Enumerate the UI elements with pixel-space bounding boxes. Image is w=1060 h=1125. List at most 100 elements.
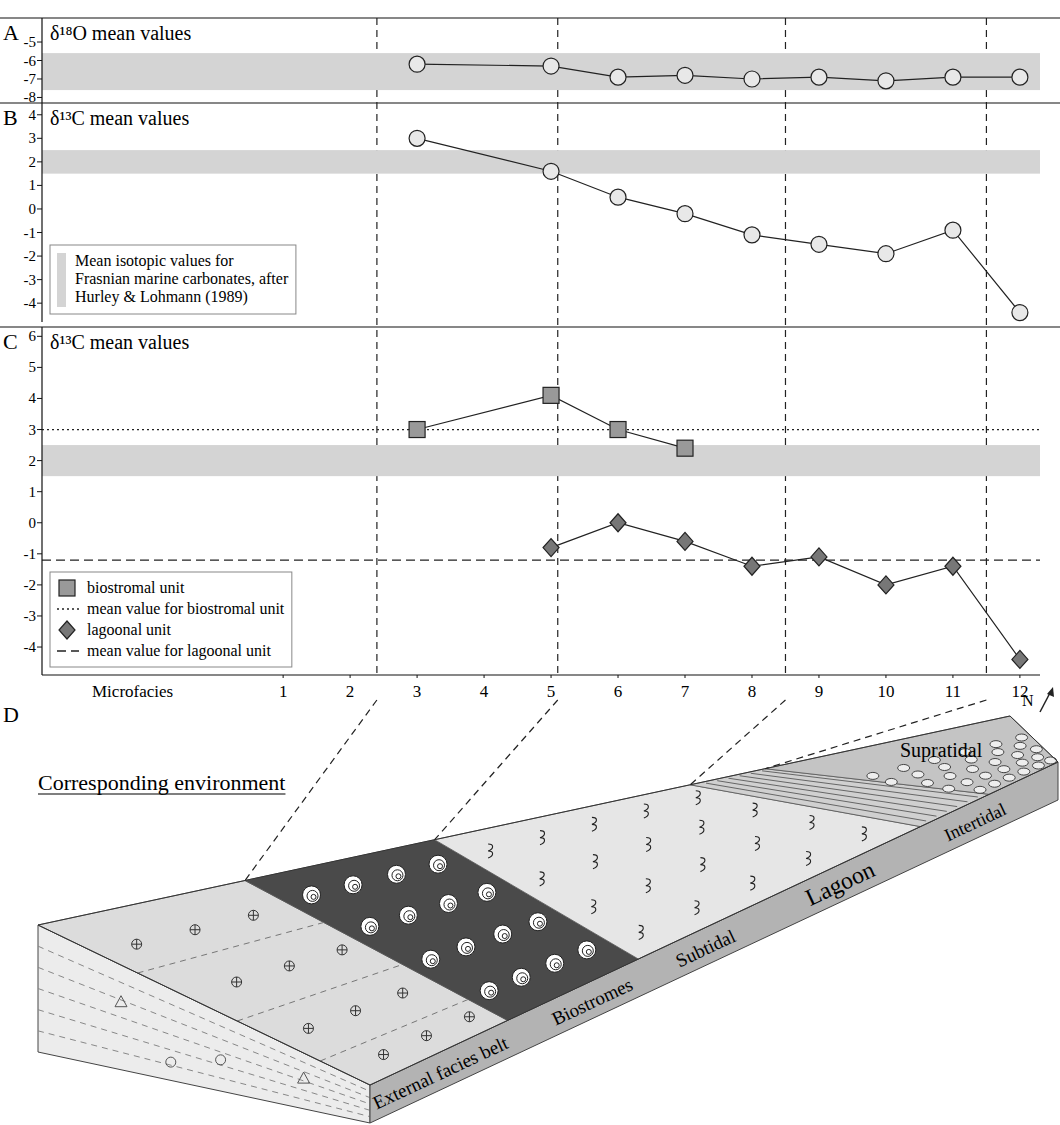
tidal-lamina	[762, 771, 978, 797]
crinoid	[351, 1006, 361, 1016]
stromatoporoid-ring	[533, 917, 544, 928]
burrow	[862, 827, 867, 841]
burrow	[700, 858, 705, 872]
y-tick	[37, 584, 42, 585]
stromatoporoid	[344, 876, 362, 894]
y-tick	[37, 256, 42, 257]
panel-title: δ¹⁸O mean values	[50, 22, 191, 44]
data-point	[811, 548, 827, 566]
burrow	[646, 879, 651, 893]
x-tick	[618, 675, 619, 678]
external-bedding	[320, 999, 468, 1061]
burrow	[646, 837, 651, 851]
pebble	[990, 741, 1002, 748]
burrow	[750, 876, 755, 890]
facies-boundary	[435, 18, 558, 840]
legend-line-sample	[57, 608, 79, 609]
stromatoporoid-ring	[517, 973, 528, 984]
y-tick-label: -3	[24, 272, 37, 288]
y-tick-label: -4	[24, 295, 37, 311]
front-face	[370, 762, 1058, 1123]
pebble	[912, 771, 924, 778]
stromatoporoid-ring	[448, 903, 453, 908]
panel-separator	[0, 102, 1060, 103]
y-tick-label: 0	[29, 515, 37, 531]
y-tick-label: 2	[29, 154, 37, 170]
reference-band	[42, 53, 1040, 90]
panel-separator	[0, 17, 1060, 18]
y-tick	[37, 303, 42, 304]
zone-label: Intertidal	[941, 799, 1009, 845]
stromatoporoid	[529, 913, 547, 931]
crinoid	[421, 1031, 431, 1041]
data-point	[811, 236, 827, 252]
x-tick-label: 12	[1011, 682, 1028, 701]
legend-content: biostromal unitmean value for biostromal…	[57, 579, 285, 660]
stromatoporoid-ring	[438, 864, 443, 869]
y-tick	[37, 185, 42, 186]
pebble	[967, 766, 979, 773]
data-point	[610, 69, 626, 85]
x-tick-label: 2	[346, 682, 355, 701]
legend-box	[50, 245, 296, 314]
data-point	[677, 67, 693, 83]
data-point	[610, 422, 626, 438]
stromatoporoid-ring	[392, 870, 403, 881]
y-tick-label: -2	[24, 248, 37, 264]
data-point	[409, 56, 425, 72]
data-point	[878, 576, 894, 594]
series-line	[417, 138, 1020, 312]
y-tick	[37, 97, 42, 98]
stromatoporoid-ring	[554, 963, 559, 968]
stromatoporoid-ring	[485, 986, 496, 997]
zone-label: Lagoon	[801, 856, 878, 911]
external-bedding	[138, 922, 324, 973]
x-tick	[283, 675, 284, 678]
y-tick	[37, 491, 42, 492]
burrow	[806, 852, 811, 866]
legend: biostromal unitmean value for biostromal…	[50, 572, 292, 667]
panel-letter: C	[3, 329, 18, 354]
stromatoporoid	[429, 855, 447, 873]
data-point	[610, 514, 626, 532]
title-underline	[38, 793, 285, 794]
y-tick-label: -6	[24, 53, 37, 69]
data-point	[945, 222, 961, 238]
crinoid	[379, 1050, 389, 1060]
facies-boundary	[690, 18, 785, 785]
legend-swatch	[57, 253, 66, 307]
external-bedding	[237, 964, 402, 1021]
pebble	[961, 779, 973, 786]
legend-label: biostromal unit	[87, 579, 185, 596]
y-tick-label: 3	[29, 422, 37, 438]
pebble	[1018, 768, 1030, 775]
y-tick-label: 2	[29, 453, 37, 469]
panel-letter: A	[3, 20, 19, 45]
pebble	[1032, 762, 1044, 769]
crinoid	[232, 977, 242, 987]
crinoid-cross	[398, 988, 408, 998]
crinoid-cross	[464, 1012, 474, 1022]
data-point	[409, 422, 425, 438]
legend-line: Frasnian marine carbonates, after	[75, 270, 289, 287]
stromatoporoid-ring	[444, 899, 455, 910]
stromatoporoid-ring	[550, 959, 561, 970]
pebble	[939, 764, 951, 771]
crinoid-cross	[232, 977, 242, 987]
burrow	[540, 872, 545, 886]
panel-letter: D	[3, 702, 19, 727]
page: {"chart_data": [ {"type": "line", "panel…	[0, 0, 1060, 1125]
y-tick-label: -2	[24, 577, 37, 593]
data-point	[1012, 305, 1028, 321]
stromatoporoid	[387, 865, 405, 883]
y-tick	[37, 114, 42, 115]
figure: External facies beltBiostromesSubtidalLa…	[0, 0, 1060, 1125]
data-point	[1012, 650, 1028, 668]
burrow	[593, 855, 598, 869]
stromatoporoid-ring	[465, 946, 470, 951]
tidal-lamina	[740, 776, 957, 807]
x-tick-label: 9	[815, 682, 824, 701]
burrow	[699, 820, 704, 834]
stromatoporoid	[399, 906, 417, 924]
y-tick-label: 0	[29, 201, 37, 217]
